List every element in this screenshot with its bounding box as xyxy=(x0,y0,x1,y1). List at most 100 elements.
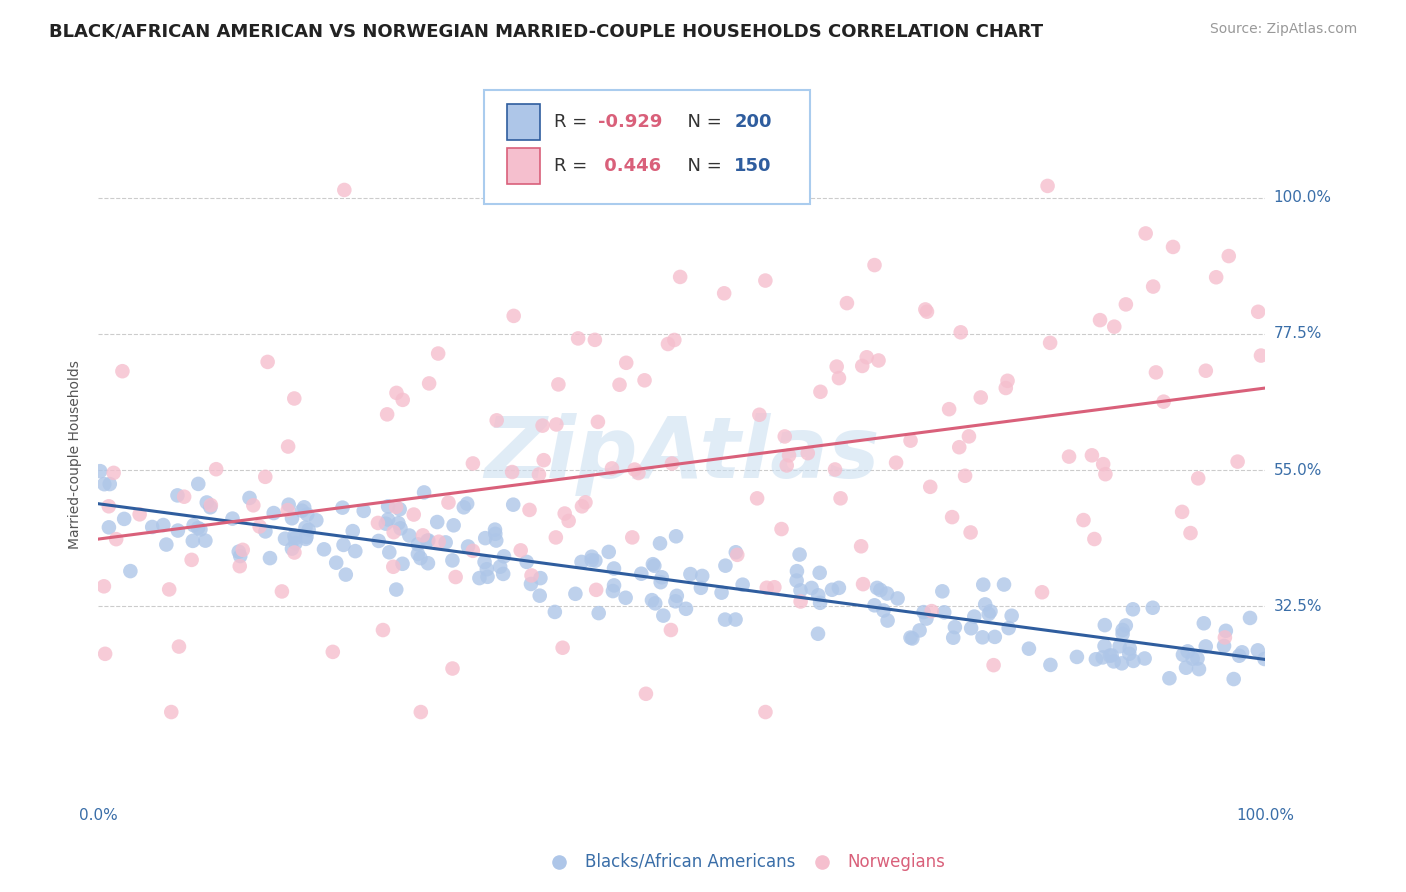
Point xyxy=(914,302,936,317)
Point xyxy=(1142,600,1164,615)
Point xyxy=(295,530,318,544)
Point xyxy=(375,408,398,422)
Point xyxy=(669,269,692,284)
Point xyxy=(665,589,688,603)
Point xyxy=(1066,649,1088,664)
Point xyxy=(851,359,873,373)
Point xyxy=(344,544,367,558)
Point xyxy=(283,392,305,406)
Point xyxy=(901,632,924,646)
Point xyxy=(825,359,848,374)
Point xyxy=(353,504,375,518)
Point xyxy=(325,556,347,570)
Point xyxy=(997,374,1019,388)
Point xyxy=(441,661,464,675)
Point xyxy=(1111,627,1133,641)
Point xyxy=(614,356,637,370)
Point xyxy=(651,570,673,584)
Point xyxy=(93,477,115,491)
Point xyxy=(1091,650,1114,665)
Point xyxy=(773,429,796,443)
Point xyxy=(731,577,754,591)
Point xyxy=(876,614,898,628)
Point xyxy=(754,705,776,719)
Point xyxy=(413,485,436,500)
Point xyxy=(915,611,938,625)
Point xyxy=(434,535,457,549)
Point xyxy=(1239,611,1261,625)
Point xyxy=(1188,662,1211,676)
Point xyxy=(385,582,408,597)
Point xyxy=(254,524,277,539)
Point xyxy=(256,355,278,369)
Point xyxy=(641,558,664,572)
Point xyxy=(974,598,997,612)
Point xyxy=(581,553,603,567)
Point xyxy=(689,581,711,595)
Point xyxy=(574,495,596,509)
Point xyxy=(770,522,793,536)
Point xyxy=(1073,513,1095,527)
Point xyxy=(492,566,515,581)
Point xyxy=(284,531,307,545)
Point xyxy=(229,559,252,574)
Point xyxy=(1108,640,1130,654)
Point xyxy=(714,558,737,573)
Point xyxy=(564,587,586,601)
Point xyxy=(335,567,357,582)
Point xyxy=(634,687,657,701)
Point xyxy=(648,536,671,550)
Point xyxy=(849,539,872,553)
Point xyxy=(586,415,609,429)
Point xyxy=(1083,532,1105,546)
Point xyxy=(242,498,264,512)
Text: 32.5%: 32.5% xyxy=(1274,599,1322,614)
Point xyxy=(1230,645,1253,659)
Point xyxy=(755,581,778,595)
Point xyxy=(1133,651,1156,665)
Point xyxy=(786,564,808,578)
Point xyxy=(789,594,811,608)
Point xyxy=(963,609,986,624)
Point xyxy=(167,640,190,654)
Point xyxy=(657,337,679,351)
Point xyxy=(501,465,523,479)
Point xyxy=(807,626,830,640)
Point xyxy=(441,553,464,567)
Point xyxy=(291,504,314,518)
Point xyxy=(863,258,886,272)
Text: Source: ZipAtlas.com: Source: ZipAtlas.com xyxy=(1209,22,1357,37)
Point xyxy=(548,847,571,862)
Point xyxy=(453,500,475,515)
Point xyxy=(382,525,405,540)
Point xyxy=(621,530,644,544)
Point xyxy=(485,533,508,548)
Point xyxy=(97,520,120,534)
Point xyxy=(520,568,543,582)
Point xyxy=(745,491,768,506)
Point xyxy=(1171,648,1194,662)
Point xyxy=(1161,240,1184,254)
Point xyxy=(828,371,851,385)
Point xyxy=(1153,394,1175,409)
Text: 150: 150 xyxy=(734,157,772,175)
Point xyxy=(900,631,922,645)
Point xyxy=(533,453,555,467)
Point xyxy=(585,582,607,597)
Point xyxy=(643,558,665,573)
Point xyxy=(173,490,195,504)
Point xyxy=(600,461,623,475)
Point xyxy=(1111,623,1133,637)
Point xyxy=(474,555,496,569)
Point xyxy=(271,584,294,599)
Point xyxy=(1101,648,1123,663)
Point xyxy=(863,599,886,613)
Point xyxy=(277,498,299,512)
Point xyxy=(1142,279,1164,293)
Point xyxy=(298,523,321,537)
Point xyxy=(416,533,439,548)
Point xyxy=(810,384,832,399)
Point xyxy=(180,553,202,567)
Point xyxy=(492,549,515,564)
Point xyxy=(938,402,960,417)
